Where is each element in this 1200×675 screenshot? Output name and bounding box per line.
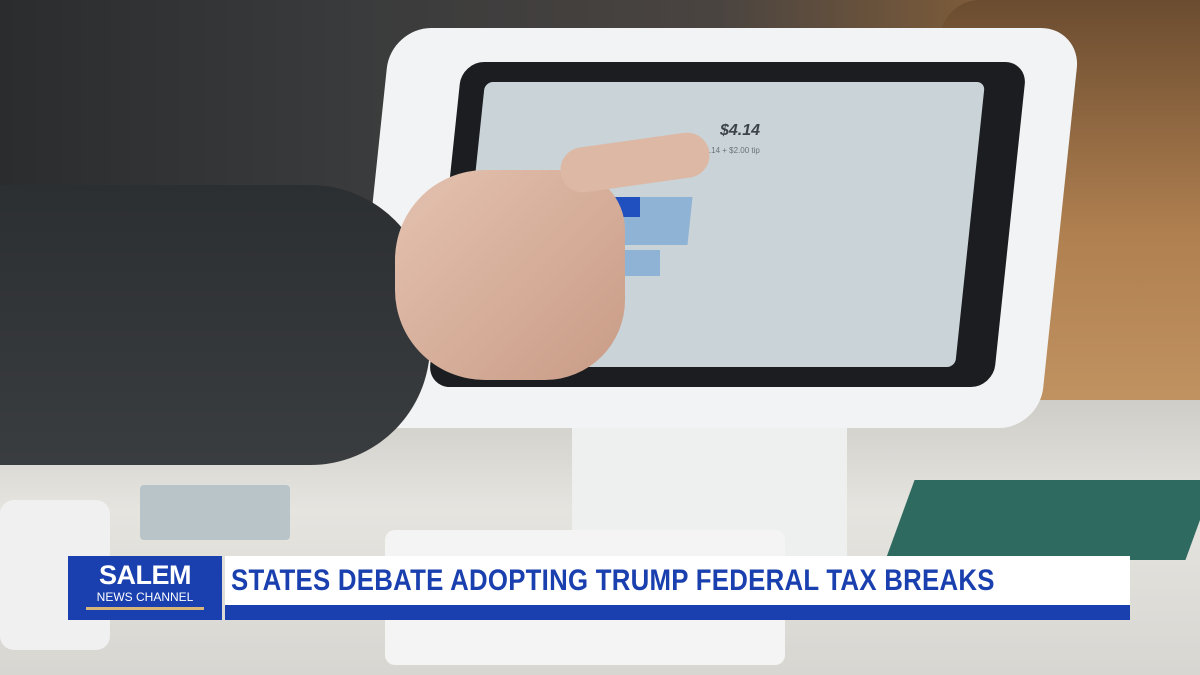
payment-total: $4.14 — [720, 122, 761, 139]
headline-band — [225, 605, 1130, 620]
channel-logo: SALEM NEWS CHANNEL — [68, 556, 222, 620]
logo-news-channel: NEWS CHANNEL — [96, 590, 194, 604]
phone-device — [885, 480, 1200, 560]
headline-banner: STATES DEBATE ADOPTING TRUMP FEDERAL TAX… — [225, 556, 1130, 605]
card-box — [140, 485, 290, 540]
logo-underline — [86, 607, 204, 610]
payment-breakdown: $2.14 + $2.00 tip — [700, 146, 760, 155]
arm-sleeve — [0, 185, 430, 465]
logo-salem: SALEM — [99, 560, 192, 590]
hand — [395, 170, 625, 380]
headline-text: STATES DEBATE ADOPTING TRUMP FEDERAL TAX… — [231, 564, 995, 597]
